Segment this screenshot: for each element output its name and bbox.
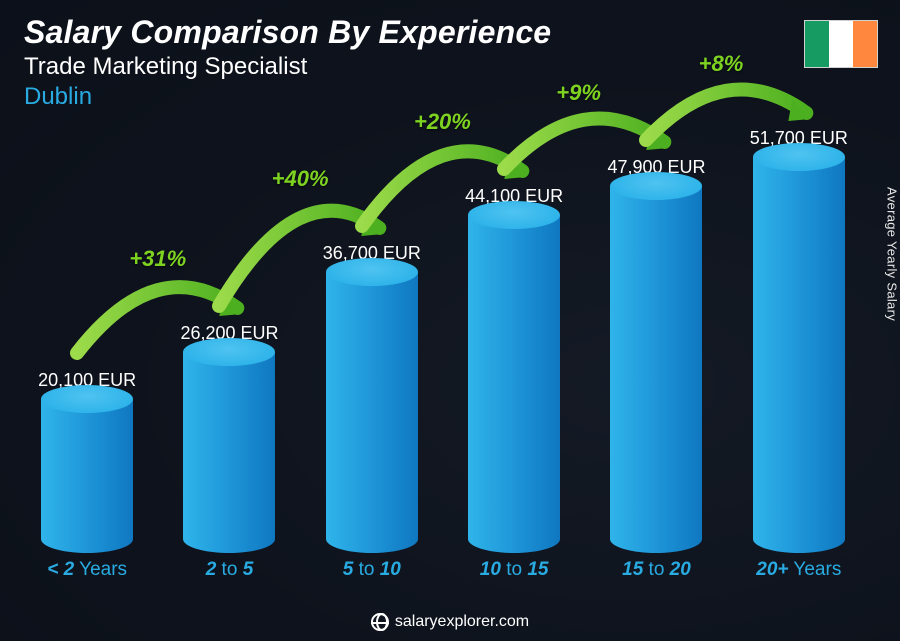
- x-label: 20+ Years: [738, 559, 860, 581]
- bar-slot: 20,100 EUR: [26, 370, 148, 553]
- title-location: Dublin: [24, 83, 551, 111]
- flag-ireland: [804, 20, 878, 68]
- bar-top: [753, 143, 845, 171]
- bar-slot: 51,700 EUR: [738, 128, 860, 553]
- bar-front: [326, 272, 418, 553]
- bar-top: [183, 338, 275, 366]
- bar-slot: 44,100 EUR: [453, 186, 575, 553]
- increment-label: +9%: [556, 80, 601, 106]
- bar-top: [41, 385, 133, 413]
- bar-chart: 20,100 EUR 26,200 EUR 36,700 EUR 44,100 …: [26, 130, 860, 579]
- bar-top: [610, 172, 702, 200]
- bar: [753, 157, 845, 553]
- bar-front: [41, 399, 133, 553]
- bar: [41, 399, 133, 553]
- x-label: 2 to 5: [168, 559, 290, 581]
- title-block: Salary Comparison By Experience Trade Ma…: [24, 14, 551, 111]
- y-axis-label: Average Yearly Salary: [885, 187, 900, 321]
- bar-top: [326, 258, 418, 286]
- infographic-canvas: Salary Comparison By Experience Trade Ma…: [0, 0, 900, 641]
- bar: [183, 352, 275, 553]
- x-labels: < 2 Years 2 to 5 5 to 10 10 to 15 15 to 20 20…: [26, 559, 860, 581]
- bar: [326, 272, 418, 553]
- x-label: 5 to 10: [311, 559, 433, 581]
- bar-front: [753, 157, 845, 553]
- globe-icon: [371, 613, 389, 631]
- flag-stripe-2: [829, 21, 853, 67]
- bar-front: [183, 352, 275, 553]
- title-main: Salary Comparison By Experience: [24, 14, 551, 51]
- flag-stripe-1: [805, 21, 829, 67]
- bar-slot: 36,700 EUR: [311, 243, 433, 553]
- x-label: 15 to 20: [595, 559, 717, 581]
- bar-front: [610, 186, 702, 553]
- footer: salaryexplorer.com: [0, 613, 900, 631]
- footer-text: salaryexplorer.com: [395, 613, 529, 631]
- bar-front: [468, 215, 560, 553]
- x-label: 10 to 15: [453, 559, 575, 581]
- bar-top: [468, 201, 560, 229]
- bar-slot: 47,900 EUR: [595, 157, 717, 553]
- bar: [610, 186, 702, 553]
- title-subtitle: Trade Marketing Specialist: [24, 53, 551, 81]
- bars-container: 20,100 EUR 26,200 EUR 36,700 EUR 44,100 …: [26, 130, 860, 553]
- flag-stripe-3: [853, 21, 877, 67]
- x-label: < 2 Years: [26, 559, 148, 581]
- bar-slot: 26,200 EUR: [168, 323, 290, 553]
- increment-label: +8%: [699, 51, 744, 77]
- bar: [468, 215, 560, 553]
